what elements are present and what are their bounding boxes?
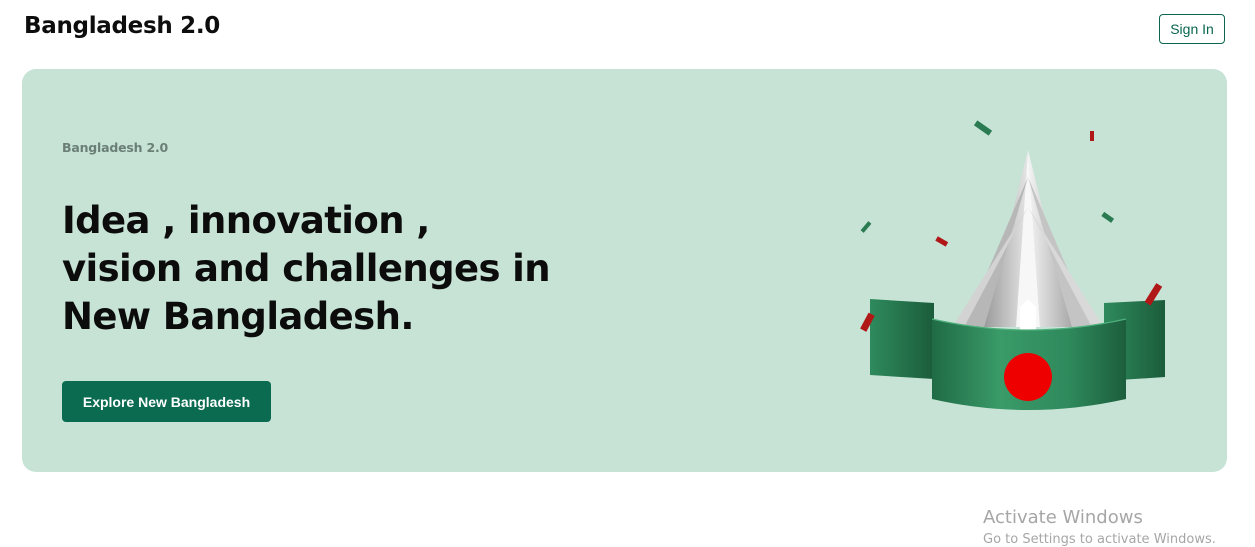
hero-eyebrow: Bangladesh 2.0 xyxy=(62,140,168,155)
monument-flag-illustration xyxy=(860,120,1165,410)
sign-in-button[interactable]: Sign In xyxy=(1159,14,1225,44)
headline-line: New Bangladesh. xyxy=(62,295,414,338)
hero-banner: Bangladesh 2.0 Idea , innovation , visio… xyxy=(22,69,1227,472)
hero-headline: Idea , innovation , vision and challenge… xyxy=(62,197,562,341)
headline-line: vision and challenges in xyxy=(62,247,551,290)
watermark-subtitle: Go to Settings to activate Windows. xyxy=(983,532,1216,547)
top-navbar: Bangladesh 2.0 Sign In xyxy=(0,0,1255,60)
flag-red-circle xyxy=(1004,353,1052,401)
explore-button[interactable]: Explore New Bangladesh xyxy=(62,381,271,422)
watermark-title: Activate Windows xyxy=(983,507,1143,528)
brand-logo-text[interactable]: Bangladesh 2.0 xyxy=(24,13,220,39)
activate-windows-watermark: Activate Windows Go to Settings to activ… xyxy=(983,507,1216,547)
headline-line: Idea , innovation , xyxy=(62,199,430,242)
